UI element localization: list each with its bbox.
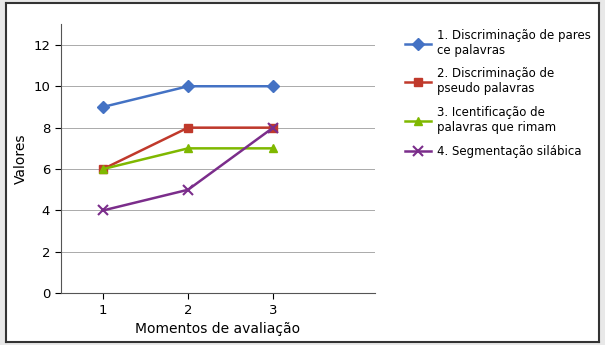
Y-axis label: Valores: Valores: [13, 134, 28, 184]
Line: 4. Segmentação silábica: 4. Segmentação silábica: [98, 123, 278, 215]
Line: 2. Discriminação de
pseudo palavras: 2. Discriminação de pseudo palavras: [99, 124, 277, 173]
1. Discriminação de pares
ce palavras: [99, 105, 106, 109]
2. Discriminação de
pseudo palavras: [185, 126, 192, 130]
3. Icentificação de
palavras que rimam: [269, 146, 276, 150]
3. Icentificação de
palavras que rimam: [99, 167, 106, 171]
4. Segmentação silábica: [185, 188, 192, 192]
Line: 3. Icentificação de
palavras que rimam: 3. Icentificação de palavras que rimam: [99, 144, 277, 173]
1. Discriminação de pares
ce palavras: [185, 84, 192, 88]
3. Icentificação de
palavras que rimam: [185, 146, 192, 150]
2. Discriminação de
pseudo palavras: [99, 167, 106, 171]
Legend: 1. Discriminação de pares
ce palavras, 2. Discriminação de
pseudo palavras, 3. I: 1. Discriminação de pares ce palavras, 2…: [401, 24, 595, 162]
X-axis label: Momentos de avaliação: Momentos de avaliação: [136, 322, 300, 336]
2. Discriminação de
pseudo palavras: [269, 126, 276, 130]
4. Segmentação silábica: [269, 126, 276, 130]
4. Segmentação silábica: [99, 208, 106, 213]
Line: 1. Discriminação de pares
ce palavras: 1. Discriminação de pares ce palavras: [99, 82, 277, 111]
1. Discriminação de pares
ce palavras: [269, 84, 276, 88]
